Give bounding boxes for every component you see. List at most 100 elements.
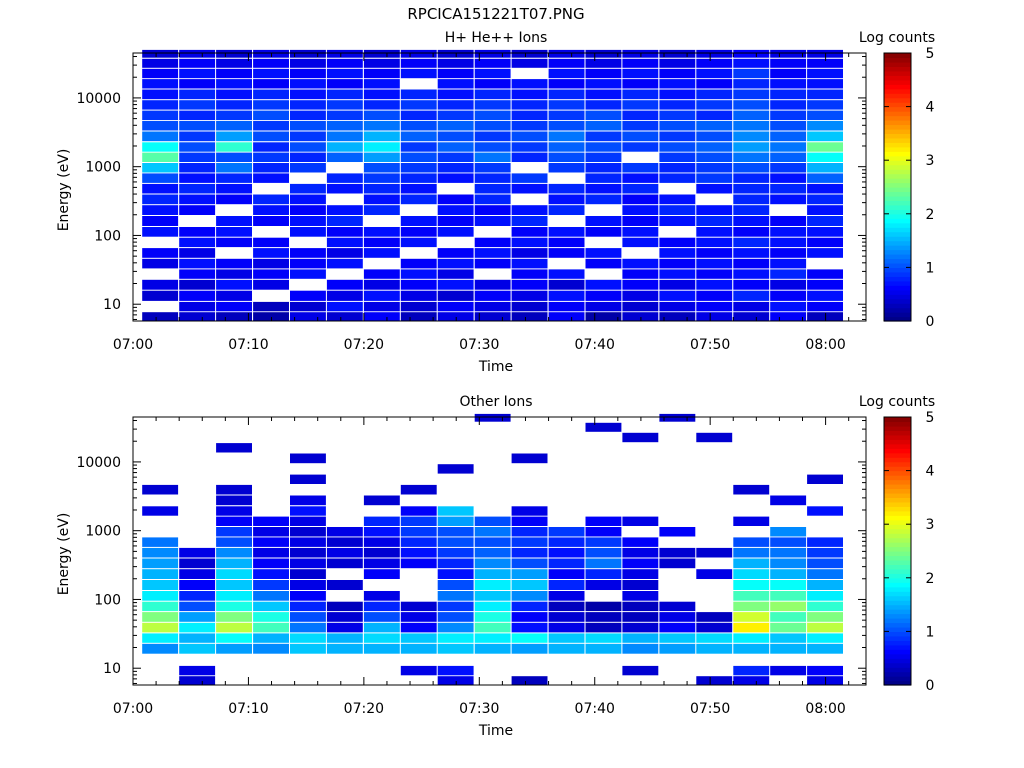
heatmap-cell	[437, 216, 474, 226]
y-tick-label: 1000	[85, 524, 121, 540]
heatmap-cell	[659, 49, 696, 58]
colorbar-segment	[884, 528, 911, 534]
heatmap-cell	[696, 110, 733, 120]
heatmap-cell	[290, 527, 326, 537]
colorbar-segment	[884, 626, 911, 632]
heatmap-cell	[474, 194, 511, 205]
heatmap-cell	[622, 633, 659, 643]
heatmap-cell	[437, 506, 474, 516]
heatmap-cell	[179, 248, 216, 258]
heatmap-cell	[290, 68, 326, 79]
heatmap-cell	[622, 290, 659, 301]
heatmap-cell	[400, 290, 437, 301]
colorbar-segment	[884, 254, 911, 260]
heatmap-cell	[622, 622, 659, 633]
heatmap-cell	[326, 68, 363, 79]
heatmap-cell	[807, 110, 843, 120]
heatmap-cell	[659, 301, 696, 312]
heatmap-cell	[696, 312, 733, 321]
heatmap-cell	[548, 89, 585, 100]
colorbar-segment	[884, 298, 911, 304]
heatmap-cell	[474, 413, 511, 422]
heatmap-cell	[733, 79, 770, 89]
heatmap-cell	[696, 227, 733, 237]
heatmap-cell	[474, 558, 511, 569]
heatmap-cell	[253, 527, 289, 537]
heatmap-cell	[696, 258, 733, 269]
heatmap-cell	[290, 194, 326, 205]
colorbar-segment	[884, 479, 911, 485]
heatmap-cell	[179, 68, 216, 79]
heatmap-cell	[696, 248, 733, 258]
colorbar-segment	[884, 568, 911, 574]
heatmap-cell	[142, 205, 179, 215]
heatmap-cell	[216, 612, 252, 622]
colorbar-segment	[884, 640, 911, 646]
colorbar-segment	[884, 551, 911, 557]
heatmap-cell	[216, 110, 252, 120]
panel-other-ions: Other Ions Log counts Time Energy (eV) 0…	[56, 394, 935, 739]
heatmap-cell	[253, 110, 289, 120]
heatmap-cell	[511, 290, 548, 301]
heatmap-cell	[253, 591, 289, 601]
heatmap-cell	[733, 633, 770, 643]
heatmap-cell	[142, 248, 179, 258]
colorbar-tick-label: 5	[926, 46, 935, 62]
heatmap-cells	[142, 413, 843, 685]
colorbar-segment	[884, 182, 911, 188]
heatmap-cell	[474, 68, 511, 79]
heatmap-cell	[400, 622, 437, 633]
heatmap-cell	[585, 622, 622, 633]
heatmap-cell	[253, 558, 289, 569]
x-tick-label: 07:40	[575, 701, 615, 717]
heatmap-cell	[400, 89, 437, 100]
heatmap-cell	[585, 633, 622, 643]
heatmap-cell	[363, 248, 400, 258]
colorbar-border	[883, 416, 912, 686]
heatmap-cell	[216, 227, 252, 237]
x-axis-label: Time	[478, 359, 513, 375]
heatmap-cell	[142, 68, 179, 79]
heatmap-cell	[326, 601, 363, 612]
heatmap-cell	[548, 312, 585, 321]
heatmap-cell	[400, 173, 437, 183]
heatmap-cell	[659, 173, 696, 183]
heatmap-cell	[548, 633, 585, 643]
heatmap-cell	[363, 131, 400, 142]
heatmap-cell	[326, 547, 363, 558]
heatmap-cell	[807, 227, 843, 237]
heatmap-cell	[179, 301, 216, 312]
heatmap-cell	[326, 216, 363, 226]
heatmap-cell	[290, 110, 326, 120]
heatmap-cell	[474, 49, 511, 58]
colorbar-segment	[884, 289, 911, 295]
colorbar-segment	[884, 97, 911, 103]
x-tick-label: 07:20	[344, 701, 384, 717]
heatmap-cell	[733, 547, 770, 558]
y-tick-label: 1000	[85, 160, 121, 176]
heatmap-cell	[474, 89, 511, 100]
heatmap-cell	[548, 279, 585, 290]
heatmap-cell	[770, 183, 807, 194]
heatmap-cell	[807, 537, 843, 547]
heatmap-cell	[733, 152, 770, 162]
y-tick-label: 100	[94, 228, 121, 244]
heatmap-cell	[770, 527, 807, 537]
heatmap-cell	[363, 558, 400, 569]
heatmap-cell	[400, 227, 437, 237]
colorbar-segment	[884, 70, 911, 76]
colorbar-segment	[884, 484, 911, 490]
heatmap-cell	[326, 89, 363, 100]
heatmap-cell	[437, 163, 474, 173]
heatmap-cell	[437, 558, 474, 569]
heatmap-cell	[659, 547, 696, 558]
heatmap-cell	[400, 58, 437, 68]
heatmap-cell	[622, 79, 659, 89]
heatmap-cell	[585, 131, 622, 142]
heatmap-cell	[659, 248, 696, 258]
heatmap-cell	[622, 312, 659, 321]
heatmap-cell	[548, 183, 585, 194]
heatmap-cell	[733, 258, 770, 269]
heatmap-cell	[733, 89, 770, 100]
heatmap-cell	[216, 183, 252, 194]
